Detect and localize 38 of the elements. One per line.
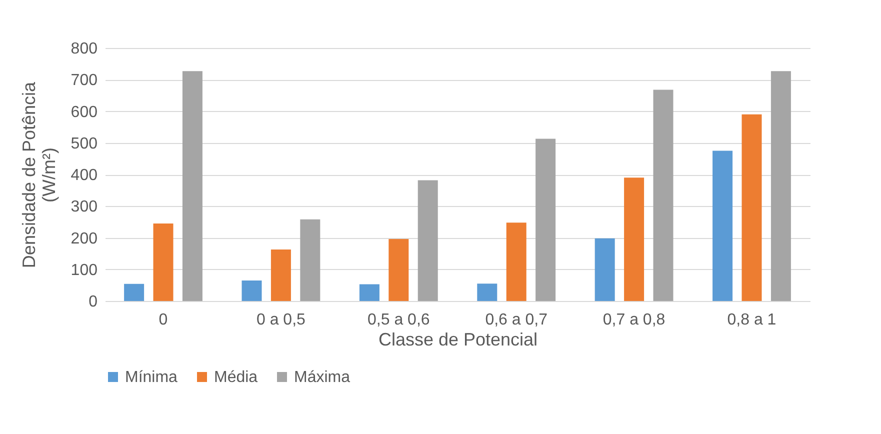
legend-label: Mínima — [125, 369, 178, 386]
x-tick-label: 0,7 a 0,8 — [602, 312, 666, 328]
bar — [477, 284, 498, 301]
y-tick-label: 700 — [70, 72, 98, 90]
bar — [536, 138, 556, 301]
x-tick-label: 0,5 a 0,6 — [368, 312, 430, 328]
bar — [712, 150, 733, 301]
bar — [242, 280, 262, 301]
y-tick-label: 500 — [70, 135, 98, 152]
bar — [594, 238, 615, 301]
y-axis-title: Densidade de Potência (W/m²) — [18, 80, 59, 268]
y-tick-label: 300 — [70, 198, 98, 216]
y-tick-label: 100 — [70, 262, 98, 279]
x-tick-label: 0 — [158, 312, 168, 328]
bar — [124, 284, 144, 301]
y-tick-label: 0 — [88, 294, 98, 310]
bar — [153, 224, 174, 301]
y-tick-label: 200 — [70, 230, 98, 248]
x-tick-label: 0,6 a 0,7 — [485, 312, 548, 328]
bar — [388, 239, 409, 301]
bar — [418, 180, 438, 301]
bar — [742, 114, 762, 301]
x-tick-label: 0,8 a 1 — [727, 312, 776, 328]
x-tick-label: 0 a 0,5 — [256, 312, 306, 328]
bar — [653, 90, 674, 301]
bar — [270, 249, 291, 301]
y-tick-label: 600 — [70, 104, 98, 121]
x-axis-title: Classe de Potencial — [378, 330, 538, 350]
y-tick-label: 800 — [70, 40, 98, 58]
bar — [624, 178, 644, 301]
legend-label: Máxima — [294, 369, 350, 386]
y-tick-label: 400 — [70, 167, 98, 184]
bar — [506, 222, 526, 301]
bar — [182, 71, 202, 301]
bar — [770, 71, 791, 301]
legend-label: Média — [214, 369, 258, 386]
bar — [300, 219, 320, 301]
bar — [359, 284, 380, 301]
